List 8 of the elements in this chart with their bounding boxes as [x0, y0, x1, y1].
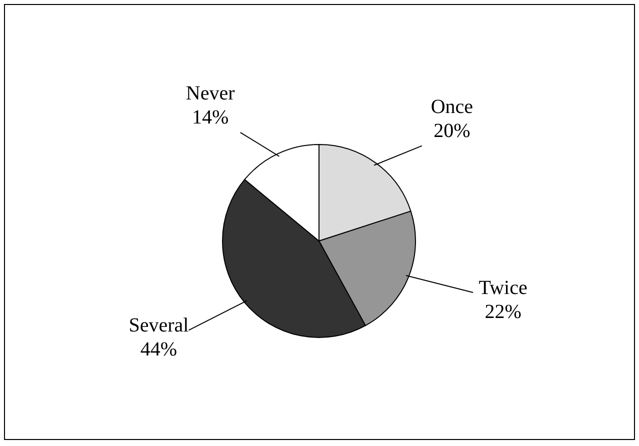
- data-label: 44%: [140, 338, 178, 360]
- slice-label: Once: [430, 96, 474, 118]
- data-label: 20%: [434, 120, 470, 142]
- slice-label: Several: [128, 314, 190, 336]
- data-label: 14%: [192, 106, 229, 129]
- slice-label: Never: [186, 82, 236, 105]
- data-label: 22%: [484, 300, 522, 323]
- slice-label: Twice: [478, 276, 528, 299]
